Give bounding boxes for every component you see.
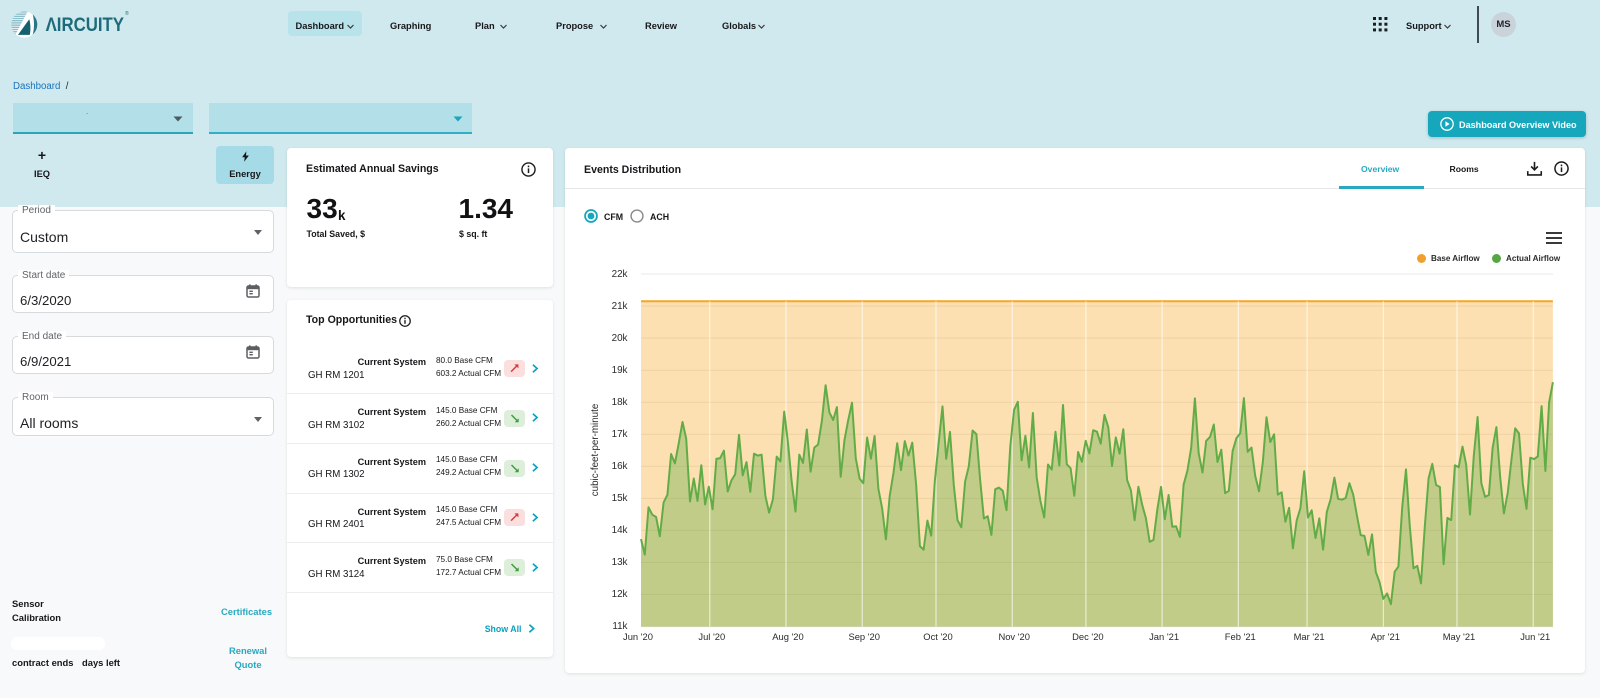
svg-text:18k: 18k [612,397,628,408]
svg-text:Jun '21: Jun '21 [1520,631,1550,642]
svg-text:16k: 16k [612,461,628,472]
svg-text:Jun '20: Jun '20 [623,631,653,642]
svg-text:17k: 17k [612,429,628,440]
svg-text:Apr '21: Apr '21 [1371,631,1400,642]
svg-text:20k: 20k [612,333,628,344]
svg-text:Aug '20: Aug '20 [772,631,804,642]
svg-text:Oct '20: Oct '20 [923,631,952,642]
svg-text:May '21: May '21 [1443,631,1476,642]
svg-text:22k: 22k [612,269,628,280]
svg-text:13k: 13k [612,557,628,568]
svg-text:11k: 11k [612,621,627,632]
svg-text:®: ® [125,10,129,17]
svg-text:Jul '20: Jul '20 [698,631,725,642]
svg-text:15k: 15k [612,493,628,504]
svg-text:Sep '20: Sep '20 [848,631,880,642]
svg-text:21k: 21k [612,301,628,312]
svg-text:Feb '21: Feb '21 [1225,631,1256,642]
svg-text:14k: 14k [612,525,628,536]
svg-text:12k: 12k [612,589,628,600]
svg-text:ΛIRCUITY: ΛIRCUITY [46,15,125,36]
svg-text:19k: 19k [612,365,628,376]
svg-text:Jan '21: Jan '21 [1149,631,1179,642]
svg-text:Mar '21: Mar '21 [1294,631,1325,642]
svg-text:Nov '20: Nov '20 [998,631,1029,642]
svg-text:cubic-feet-per-minute: cubic-feet-per-minute [590,403,601,496]
svg-text:Dec '20: Dec '20 [1072,631,1104,642]
